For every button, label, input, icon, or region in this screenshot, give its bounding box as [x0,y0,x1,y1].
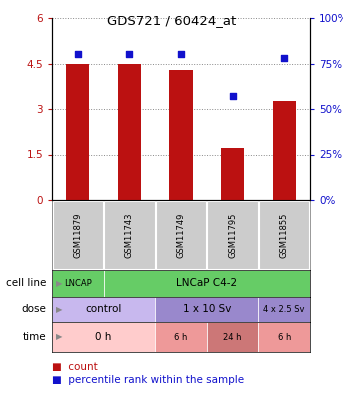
Bar [155,297,258,322]
Bar [52,322,155,352]
Bar [207,201,258,269]
Bar [156,201,206,269]
Bar [273,101,296,200]
Text: 6 h: 6 h [277,333,291,341]
Text: ▶: ▶ [56,279,63,288]
Text: GSM11879: GSM11879 [73,212,82,258]
Text: LNCaP C4-2: LNCaP C4-2 [176,279,237,288]
Bar [104,270,310,297]
Text: 0 h: 0 h [95,332,112,342]
Bar [258,297,310,322]
Text: ■  count: ■ count [52,362,98,372]
Point [178,51,184,58]
Text: cell line: cell line [5,279,46,288]
Text: GSM11855: GSM11855 [280,212,289,258]
Text: 6 h: 6 h [174,333,188,341]
Text: 24 h: 24 h [223,333,242,341]
Point [75,51,81,58]
Bar [118,64,141,200]
Text: dose: dose [21,305,46,315]
Text: 1 x 10 Sv: 1 x 10 Sv [182,305,231,315]
Bar [52,270,104,297]
Text: LNCAP: LNCAP [64,279,92,288]
Bar [66,64,90,200]
Text: control: control [85,305,122,315]
Bar [169,70,193,200]
Bar [155,322,207,352]
Text: time: time [22,332,46,342]
Text: GSM11749: GSM11749 [177,212,186,258]
Text: ▶: ▶ [56,305,63,314]
Text: GSM11743: GSM11743 [125,212,134,258]
Point [282,55,287,61]
Text: GDS721 / 60424_at: GDS721 / 60424_at [107,14,236,27]
Bar [259,201,309,269]
Text: 4 x 2.5 Sv: 4 x 2.5 Sv [263,305,305,314]
Text: GSM11795: GSM11795 [228,212,237,258]
Point [230,93,235,100]
Bar [104,201,155,269]
Text: ▶: ▶ [56,333,63,341]
Point [127,51,132,58]
Text: ■  percentile rank within the sample: ■ percentile rank within the sample [52,375,244,385]
Bar [221,149,244,200]
Bar [207,322,258,352]
Bar [52,297,155,322]
Bar [52,201,103,269]
Bar [258,322,310,352]
